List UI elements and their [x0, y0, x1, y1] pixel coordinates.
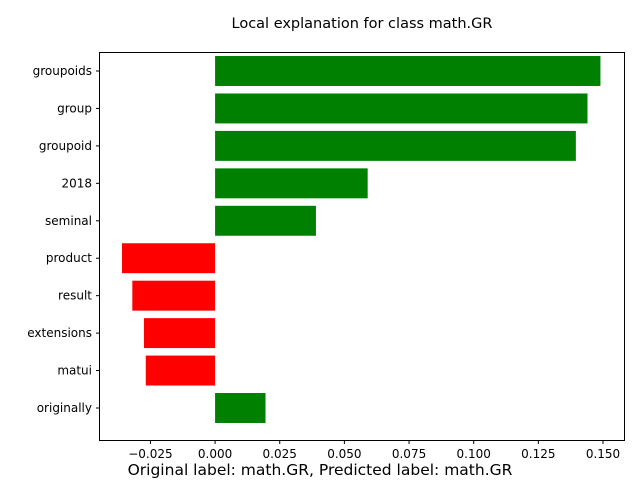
bar-seminal [215, 205, 316, 236]
bar-2018 [215, 168, 368, 199]
x-tick-label: 0.025 [263, 447, 297, 461]
chart-caption: Original label: math.GR, Predicted label… [128, 461, 513, 479]
chart-title: Local explanation for class math.GR [232, 16, 493, 32]
y-tick-label: 2018 [61, 176, 92, 190]
x-tick-label: 0.100 [457, 447, 491, 461]
plot-frame [99, 52, 625, 441]
x-tick-label: 0.150 [586, 447, 620, 461]
bar-extensions [143, 318, 216, 349]
x-axis-ticks: −0.025 0.000 0.025 0.050 0.075 0.100 0.125 0.15… [128, 440, 620, 461]
x-tick-label: −0.025 [128, 447, 172, 461]
y-tick-label: matui [57, 364, 92, 378]
bar-matui [145, 355, 216, 386]
x-tick-label: 0.075 [392, 447, 426, 461]
y-tick-label: extensions [27, 326, 92, 340]
x-tick-label: 0.050 [327, 447, 361, 461]
y-tick-label: seminal [45, 214, 92, 228]
bar-result [132, 280, 216, 311]
bar-product [121, 243, 216, 274]
bar-groupoids [215, 56, 601, 86]
x-tick-label: 0.125 [521, 447, 555, 461]
y-tick-label: group [57, 101, 92, 115]
y-tick-label: originally [37, 401, 92, 415]
y-tick-label: result [58, 289, 92, 303]
y-axis-ticks: groupoids group groupoid 2018 seminal product… [27, 64, 100, 415]
bar-group [215, 93, 588, 124]
bar-originally [215, 393, 266, 423]
y-tick-label: groupoid [39, 139, 92, 153]
bars-group [121, 56, 601, 423]
bar-groupoid [215, 130, 576, 161]
y-tick-label: product [46, 251, 92, 265]
x-tick-label: 0.000 [198, 447, 232, 461]
y-tick-label: groupoids [33, 64, 92, 78]
